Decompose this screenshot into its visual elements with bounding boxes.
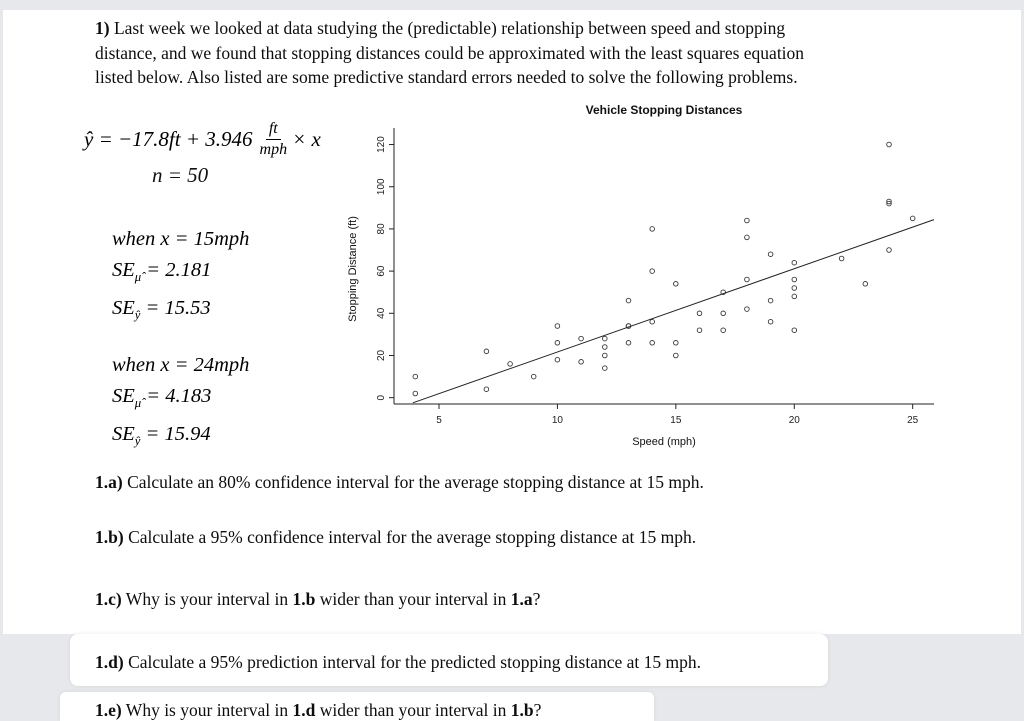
scatter-plot-svg: 5 10 15 20 25 0 20 40 60 80 100 120 Vehicle Stopping… bbox=[347, 103, 935, 448]
case-24mph-when: when x = 24mph bbox=[112, 354, 250, 376]
problem-statement-line-2: distance, and we found that stopping dis… bbox=[95, 42, 805, 63]
problem-number: 1) bbox=[95, 18, 110, 38]
case-15mph-se-pred: SEŷ = 15.53 bbox=[112, 297, 211, 323]
equation-fraction: ft mph bbox=[260, 120, 288, 160]
case-24mph-se-pred: SEŷ = 15.94 bbox=[112, 423, 211, 449]
question-1e-card bbox=[60, 692, 654, 721]
svg-text:80: 80 bbox=[376, 223, 387, 235]
vehicle-stopping-distances-chart: 5 10 15 20 25 0 20 40 60 80 100 120 Vehicle Stopping… bbox=[342, 98, 942, 458]
problem-statement-line-3: listed below. Also listed are some predi… bbox=[95, 67, 798, 87]
problem-statement: 1) Last week we looked at data studying … bbox=[95, 16, 953, 90]
question-1d-card bbox=[70, 634, 828, 686]
svg-text:20: 20 bbox=[789, 415, 801, 426]
question-1b: 1.b) Calculate a 95% confidence interval… bbox=[95, 527, 697, 547]
case-24mph-se-mean: SEμ̂ = 4.183 bbox=[112, 385, 212, 411]
question-1c: 1.c) Why is your interval in 1.b wider t… bbox=[95, 589, 541, 609]
svg-text:100: 100 bbox=[376, 178, 387, 195]
svg-text:Speed (mph): Speed (mph) bbox=[632, 436, 696, 448]
svg-text:60: 60 bbox=[376, 265, 387, 277]
question-1e: 1.e) Why is your interval in 1.d wider t… bbox=[95, 700, 542, 720]
svg-text:15: 15 bbox=[670, 415, 682, 426]
sample-size: n = 50 bbox=[152, 163, 209, 187]
svg-text:5: 5 bbox=[436, 415, 442, 426]
question-1a: 1.a) Calculate an 80% confidence interva… bbox=[95, 472, 704, 492]
fraction-numerator: ft bbox=[265, 120, 281, 141]
problem-statement-line-1: 1) Last week we looked at data studying … bbox=[95, 18, 786, 38]
case-15mph-se-mean: SEμ̂ = 2.181 bbox=[112, 259, 212, 285]
equation-lhs: ŷ = −17.8ft + 3.946 bbox=[84, 127, 253, 152]
case-15mph-when: when x = 15mph bbox=[112, 228, 250, 250]
case-24mph: when x = 24mph SEμ̂ = 4.183 SEŷ = 15.94 bbox=[112, 350, 249, 457]
svg-text:40: 40 bbox=[376, 307, 387, 319]
question-1d: 1.d) Calculate a 95% prediction interval… bbox=[95, 652, 702, 672]
equation-rhs: × x bbox=[292, 127, 321, 152]
fraction-denominator: mph bbox=[259, 141, 288, 159]
svg-text:10: 10 bbox=[552, 415, 564, 426]
regression-equation: ŷ = −17.8ft + 3.946 ft mph × x bbox=[84, 120, 321, 160]
case-15mph: when x = 15mph SEμ̂ = 2.181 SEŷ = 15.53 bbox=[112, 224, 249, 331]
svg-text:120: 120 bbox=[376, 136, 387, 153]
svg-text:Vehicle Stopping Distances: Vehicle Stopping Distances bbox=[586, 103, 743, 117]
svg-text:20: 20 bbox=[376, 349, 387, 361]
worksheet-background bbox=[3, 10, 1021, 634]
svg-text:25: 25 bbox=[907, 415, 919, 426]
svg-text:Stopping Distance (ft): Stopping Distance (ft) bbox=[347, 216, 359, 322]
svg-text:0: 0 bbox=[376, 394, 387, 400]
